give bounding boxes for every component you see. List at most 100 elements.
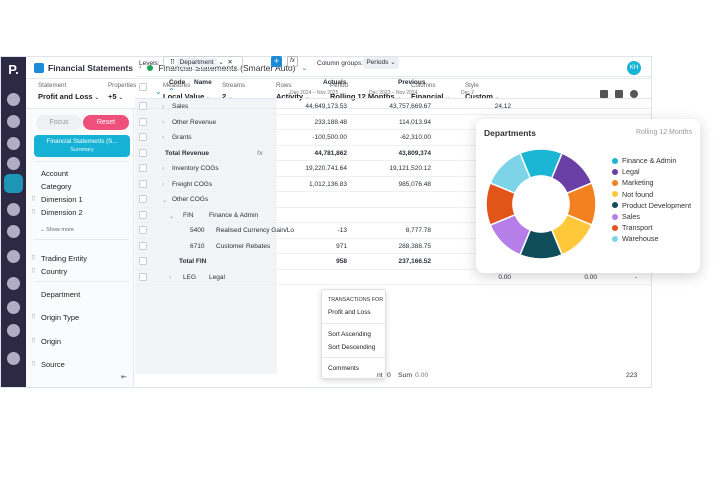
team-settings-icon[interactable] — [7, 352, 20, 365]
menu-target[interactable]: Profit and Loss — [328, 309, 371, 316]
expand-row-icon[interactable]: › — [162, 134, 165, 141]
row-checkbox[interactable] — [139, 210, 147, 219]
row-checkbox[interactable] — [139, 164, 147, 172]
drag-handle-icon[interactable]: ⠿ — [31, 255, 36, 262]
legend-item[interactable]: Legal — [612, 166, 691, 177]
add-row-button[interactable]: + — [271, 56, 282, 67]
table-row[interactable]: › Freight COGs 1,012,136.83 985,076.48 — [135, 177, 651, 192]
app-logo[interactable]: P. — [8, 62, 19, 77]
dimension-department[interactable]: Department — [41, 290, 80, 299]
table-row[interactable]: ⌄ FIN Finance & Admin — [135, 208, 651, 223]
avatar[interactable]: KH — [627, 61, 641, 75]
legend-item[interactable]: Product Development — [612, 200, 691, 211]
expand-all-icon[interactable]: ⌄ — [155, 87, 162, 96]
expand-row-icon[interactable]: ⌄ — [162, 197, 168, 204]
focus-button[interactable]: Focus — [36, 115, 82, 130]
user-icon[interactable] — [7, 250, 20, 263]
legend-item[interactable]: Finance & Admin — [612, 155, 691, 166]
gauge-icon[interactable] — [7, 324, 20, 337]
col-actuals-header[interactable]: Actuals — [323, 79, 347, 86]
filter-statement[interactable]: Statement Profit and Loss — [38, 82, 99, 101]
row-checkbox[interactable] — [139, 241, 147, 250]
home-icon[interactable] — [7, 93, 20, 106]
table-row[interactable]: › Other Revenue 233,188.48 114,013.94 — [135, 115, 651, 130]
row-checkbox[interactable] — [139, 257, 147, 265]
menu-item-comments[interactable]: Comments — [328, 365, 359, 372]
row-checkbox[interactable] — [139, 195, 147, 203]
analytics-icon[interactable] — [7, 115, 20, 128]
collapse-panel-icon[interactable]: ⇤ — [121, 374, 127, 381]
table-row[interactable]: Total Revenue 44,781,862 43,809,374 fx — [135, 146, 651, 161]
drag-handle-icon[interactable]: ⠿ — [31, 338, 36, 345]
filter-streams[interactable]: Streams 2 — [222, 82, 245, 101]
chevron-down-icon[interactable]: ⌄ — [301, 64, 308, 72]
select-all-checkbox[interactable] — [139, 83, 147, 91]
expand-row-icon[interactable]: › — [162, 103, 165, 110]
table-row[interactable]: ⌄ Other COGs — [135, 192, 651, 208]
tag-icon[interactable] — [7, 225, 20, 238]
col-code-header[interactable]: Code — [169, 79, 186, 86]
periods-select[interactable]: Periods ⌄ — [363, 57, 399, 69]
drag-handle-icon[interactable]: ⠿ — [31, 361, 36, 368]
filter-period[interactable]: Period Rolling 12 Months — [330, 82, 401, 101]
formula-button[interactable]: fx — [287, 56, 298, 67]
filter-rows[interactable]: Rows Activity — [276, 82, 310, 101]
statement-chip[interactable]: Financial Statements (S... Summary — [34, 135, 130, 157]
donut-chart[interactable] — [476, 119, 616, 273]
row-checkbox[interactable] — [139, 148, 147, 157]
expand-row-icon[interactable]: ⌄ — [169, 212, 175, 220]
table-row[interactable]: › Sales 44,649,173.53 43,757,669.67 24,12 — [135, 99, 651, 115]
legend-item[interactable]: Not found — [612, 189, 691, 200]
filter-style[interactable]: Style Custom — [465, 82, 500, 101]
chart-icon[interactable] — [600, 90, 608, 98]
dimension-country[interactable]: ⠿ Country — [31, 267, 67, 276]
filter-measures[interactable]: Measures Local Value — [163, 82, 211, 101]
formula-icon[interactable]: fx — [257, 149, 263, 157]
departments-chart-card[interactable]: Departments Rolling 12 Months Finance & … — [476, 119, 700, 273]
expand-row-icon[interactable]: › — [162, 118, 165, 126]
dimension-2[interactable]: ⠿ Dimension 2 — [31, 208, 83, 217]
legend-item[interactable]: Transport — [612, 222, 691, 233]
filter-columns[interactable]: Columns Financial — [411, 82, 450, 101]
refresh-icon[interactable] — [7, 203, 20, 216]
dimension-trading-entity[interactable]: ⠿ Trading Entity — [31, 254, 87, 263]
expand-row-icon[interactable]: › — [162, 180, 165, 188]
row-checkbox[interactable] — [139, 133, 147, 141]
menu-item-sort-descending[interactable]: Sort Descending — [328, 344, 376, 351]
show-more-link[interactable]: ⌄ Show more — [40, 227, 74, 233]
menu-item-sort-ascending[interactable]: Sort Ascending — [328, 331, 371, 338]
search-icon[interactable] — [7, 157, 20, 170]
levels-select[interactable]: ⠿ Department ⌄ ✕ — [163, 56, 243, 70]
view-title[interactable]: Financial Statements (Smarter Auto) — [158, 62, 296, 73]
table-row[interactable]: › Grants -100,500.00 -62,310.00 — [135, 130, 651, 146]
drag-handle-icon[interactable]: ⠿ — [31, 314, 36, 321]
row-checkbox[interactable] — [139, 226, 147, 234]
legend-item[interactable]: Sales — [612, 211, 691, 222]
gear-icon[interactable] — [630, 90, 638, 98]
drag-handle-icon[interactable]: ⠿ — [31, 209, 36, 216]
dimension-source[interactable]: ⠿ Source — [31, 360, 65, 369]
table-row[interactable]: › LEG Legal 0.00 0.00 - — [135, 270, 651, 285]
filter-properties[interactable]: Properties +5 — [108, 82, 136, 101]
col-name-header[interactable]: Name — [194, 79, 212, 86]
expand-row-icon[interactable]: › — [169, 273, 172, 281]
dimension-origin-type[interactable]: ⠿ Origin Type — [31, 313, 79, 322]
dimension-category[interactable]: Category — [41, 182, 71, 191]
collapse-all-icon[interactable]: ⌃ — [168, 87, 175, 96]
dimension-origin[interactable]: ⠿ Origin — [31, 337, 61, 346]
legend-item[interactable]: Marketing — [612, 177, 691, 188]
row-checkbox[interactable] — [139, 272, 147, 281]
dimension-account[interactable]: Account — [41, 169, 68, 178]
row-checkbox[interactable] — [139, 102, 147, 110]
col-previous-header[interactable]: Previous — [398, 79, 426, 86]
legend-item[interactable]: Warehouse — [612, 233, 691, 244]
donut-slice-warehouse[interactable] — [489, 152, 532, 195]
heart-icon[interactable] — [7, 301, 20, 314]
expand-row-icon[interactable]: › — [162, 165, 165, 172]
drag-handle-icon[interactable]: ⠿ — [31, 268, 36, 275]
people-icon[interactable] — [7, 137, 20, 150]
download-icon[interactable] — [615, 90, 623, 98]
dimension-1[interactable]: ⠿ Dimension 1 — [31, 195, 83, 204]
row-checkbox[interactable] — [139, 179, 147, 188]
history-icon[interactable] — [7, 277, 20, 290]
